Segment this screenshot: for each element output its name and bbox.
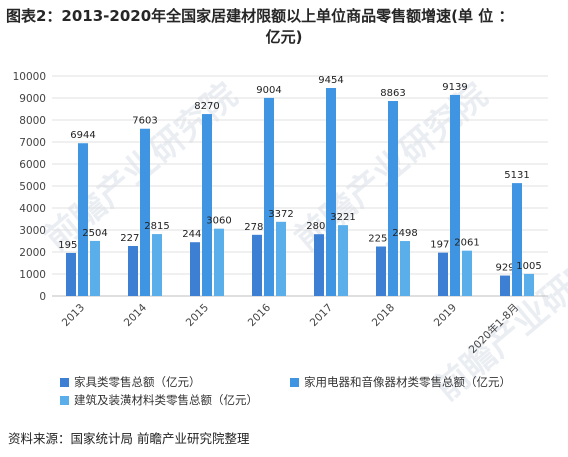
bar xyxy=(388,101,398,296)
data-label: 1005 xyxy=(516,261,541,272)
bar xyxy=(78,143,88,296)
bar xyxy=(400,241,410,296)
legend-swatch xyxy=(60,377,69,387)
data-label: 9139 xyxy=(442,82,467,93)
x-tick-label: 2014 xyxy=(122,301,150,329)
source-note: 资料来源：国家统计局 前瞻产业研究院整理 xyxy=(8,431,250,446)
bar xyxy=(314,234,324,296)
data-label: 6944 xyxy=(70,130,95,141)
data-label: 3372 xyxy=(268,209,293,220)
bar xyxy=(376,246,386,296)
chart-title-line2: 亿元) xyxy=(265,28,303,46)
bar xyxy=(338,225,348,296)
data-label: 2445 xyxy=(182,229,207,240)
y-tick-label: 3000 xyxy=(19,225,46,237)
bar xyxy=(450,94,460,296)
data-label: 2061 xyxy=(454,238,479,249)
data-label: 3060 xyxy=(206,216,231,227)
y-tick-label: 7000 xyxy=(19,137,46,149)
bar xyxy=(326,88,336,297)
bar xyxy=(90,240,100,296)
data-label: 2498 xyxy=(392,228,417,239)
chart-title: 图表2：2013-2020年全国家居建材限额以上单位商品零售额增速(单 位 ： … xyxy=(6,6,562,48)
bar-chart: 0 1000 2000 3000 4000 5000 6000 7000 8000 9000 100… xyxy=(13,71,548,356)
data-label: 1958 xyxy=(58,240,83,251)
legend-swatch xyxy=(290,377,299,387)
bar xyxy=(190,242,200,296)
bar xyxy=(276,221,286,296)
legend-item: 家用电器和音像器材类零售总额（亿元） xyxy=(290,374,511,390)
x-tick-label: 2016 xyxy=(246,301,274,329)
data-label: 5131 xyxy=(504,170,529,181)
data-label: 2781 xyxy=(244,222,269,233)
x-tick-label: 2015 xyxy=(184,302,211,329)
y-tick-label: 4000 xyxy=(19,203,46,215)
data-label: 1970 xyxy=(430,240,455,251)
data-label: 2815 xyxy=(144,221,169,232)
x-tick-label: 2018 xyxy=(370,302,397,329)
chart-title-line1: 图表2：2013-2020年全国家居建材限额以上单位商品零售额增速(单 位 ： xyxy=(6,7,514,25)
bar xyxy=(152,234,162,296)
bar xyxy=(140,128,150,296)
data-label: 8270 xyxy=(194,101,219,112)
legend-item: 建筑及装潢材料类零售总额（亿元） xyxy=(60,392,258,408)
bar xyxy=(128,245,138,296)
y-tick-label: 8000 xyxy=(19,115,46,127)
legend-item: 家具类零售总额（亿元） xyxy=(60,374,201,390)
y-tick-label: 5000 xyxy=(19,181,46,193)
x-tick-label: 2017 xyxy=(308,302,335,329)
data-label: 2273 xyxy=(120,233,145,244)
bar xyxy=(252,234,262,296)
chart-legend: 家具类零售总额（亿元） 家用电器和音像器材类零售总额（亿元） 建筑及装潢材料类零售总… xyxy=(0,372,568,412)
legend-label: 建筑及装潢材料类零售总额（亿元） xyxy=(74,393,258,407)
data-label: 929 xyxy=(495,263,514,274)
data-label: 2809 xyxy=(306,221,331,232)
y-tick-label: 10000 xyxy=(13,71,46,83)
legend-swatch xyxy=(60,395,69,405)
bar xyxy=(524,273,534,296)
bar xyxy=(202,114,212,296)
bar xyxy=(214,228,224,296)
bar xyxy=(512,183,522,296)
data-label: 9454 xyxy=(318,75,343,86)
y-tick-label: 0 xyxy=(39,291,46,303)
y-tick-label: 6000 xyxy=(19,159,46,171)
bar xyxy=(500,275,510,296)
bar xyxy=(264,97,274,296)
data-label: 3221 xyxy=(330,212,355,223)
bar xyxy=(438,252,448,296)
data-label: 2250 xyxy=(368,234,393,245)
data-label: 7603 xyxy=(132,116,157,127)
x-tick-label: 2019 xyxy=(432,302,459,329)
data-label: 2504 xyxy=(82,228,107,239)
bar xyxy=(462,250,472,296)
y-tick-label: 9000 xyxy=(19,93,46,105)
y-tick-label: 1000 xyxy=(19,269,46,281)
bar xyxy=(66,252,76,296)
x-tick-label: 2013 xyxy=(60,302,87,329)
x-tick-label: 2020年1-8月 xyxy=(466,301,521,356)
data-label: 9004 xyxy=(256,85,281,96)
legend-label: 家用电器和音像器材类零售总额（亿元） xyxy=(304,375,511,389)
y-tick-label: 2000 xyxy=(19,247,46,259)
legend-label: 家具类零售总额（亿元） xyxy=(74,375,201,389)
data-label: 8863 xyxy=(380,88,405,99)
